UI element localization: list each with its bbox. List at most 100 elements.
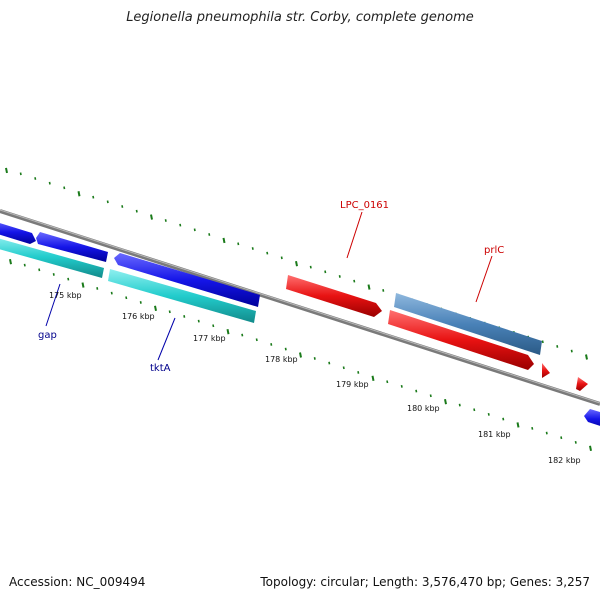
genome-backbone <box>0 209 600 406</box>
lower-minor-tick <box>197 319 200 323</box>
gene-label-gap[interactable]: gap <box>38 330 57 341</box>
lower-major-tick <box>299 352 302 358</box>
upper-minor-tick <box>164 219 167 222</box>
lower-minor-tick <box>502 417 505 421</box>
scale-label: 176 kbp <box>122 312 155 321</box>
gene-feature-blue[interactable] <box>114 253 260 307</box>
lower-minor-tick <box>531 426 534 430</box>
scale-label: 177 kbp <box>193 334 226 343</box>
lower-minor-tick <box>342 366 345 370</box>
lower-minor-tick <box>125 296 128 300</box>
gap-leader <box>45 283 61 327</box>
LPC_0161-leader <box>346 211 363 259</box>
lower-major-tick <box>9 259 12 265</box>
genome-backbone-highlight <box>0 209 600 404</box>
lower-minor-tick <box>487 412 490 416</box>
upper-minor-tick <box>106 200 109 204</box>
gene-feature-blue[interactable] <box>36 232 108 262</box>
lower-minor-tick <box>284 347 287 351</box>
upper-major-tick <box>367 284 371 290</box>
lower-minor-tick <box>429 394 432 398</box>
upper-major-tick <box>5 167 8 174</box>
upper-major-tick <box>585 354 588 360</box>
lower-minor-tick <box>96 287 99 290</box>
upper-minor-tick <box>34 177 37 180</box>
lower-minor-tick <box>168 310 171 314</box>
upper-minor-tick <box>570 349 573 353</box>
lower-major-tick <box>444 398 447 405</box>
gene-feature-red[interactable] <box>388 310 534 370</box>
lower-major-tick <box>371 375 375 382</box>
tktA-leader <box>157 317 176 361</box>
upper-major-tick <box>295 261 298 267</box>
gene-label-prlC[interactable]: prlC <box>484 245 504 256</box>
gene-feature-cyan[interactable] <box>0 236 104 278</box>
upper-major-tick <box>222 237 226 244</box>
gene-feature-red[interactable] <box>286 275 382 317</box>
upper-minor-tick <box>382 289 385 292</box>
lower-tick-row <box>9 259 592 451</box>
upper-minor-tick <box>280 256 283 260</box>
genome-summary-text: Topology: circular; Length: 3,576,470 bp… <box>260 575 590 589</box>
lower-minor-tick <box>241 333 244 337</box>
lower-major-tick <box>154 305 157 312</box>
scale-label: 182 kbp <box>548 456 581 465</box>
lower-minor-tick <box>574 440 577 444</box>
lower-minor-tick <box>139 301 142 304</box>
lower-minor-tick <box>473 408 476 412</box>
upper-minor-tick <box>556 345 559 348</box>
upper-minor-tick <box>121 205 124 208</box>
upper-major-tick <box>150 214 153 220</box>
upper-minor-tick <box>237 242 240 246</box>
lower-major-tick <box>226 328 230 335</box>
lower-minor-tick <box>67 277 70 281</box>
scale-label: 181 kbp <box>478 430 511 439</box>
upper-minor-tick <box>309 265 312 269</box>
lower-minor-tick <box>357 370 360 374</box>
upper-minor-tick <box>208 233 211 236</box>
upper-minor-tick <box>193 228 196 232</box>
upper-minor-tick <box>324 270 327 274</box>
gene-feature-cyan[interactable] <box>108 269 256 323</box>
scale-label: 178 kbp <box>265 355 298 364</box>
upper-minor-tick <box>135 209 138 213</box>
lower-minor-tick <box>313 357 316 360</box>
gene-feature-steel[interactable] <box>394 293 542 355</box>
upper-minor-tick <box>179 223 182 227</box>
gene-feature-blue[interactable] <box>584 409 600 429</box>
lower-minor-tick <box>545 431 548 435</box>
upper-minor-tick <box>541 340 544 344</box>
scale-label: 180 kbp <box>407 404 440 413</box>
lower-minor-tick <box>328 361 331 365</box>
lower-minor-tick <box>212 324 215 328</box>
upper-minor-tick <box>266 251 269 255</box>
lower-minor-tick <box>183 315 186 318</box>
gene-feature-red[interactable] <box>542 363 550 378</box>
upper-minor-tick <box>251 247 254 250</box>
lower-major-tick <box>589 445 592 451</box>
upper-major-tick <box>77 191 81 197</box>
gene-label-tktA[interactable]: tktA <box>150 363 171 374</box>
lower-minor-tick <box>386 380 389 384</box>
lower-minor-tick <box>38 268 41 272</box>
upper-minor-tick <box>92 195 95 199</box>
gene-feature-red[interactable] <box>576 377 588 391</box>
lower-major-tick <box>81 282 85 288</box>
scale-label: 175 kbp <box>49 291 82 300</box>
lower-minor-tick <box>458 403 461 407</box>
upper-minor-tick <box>48 181 51 185</box>
lower-minor-tick <box>400 384 403 388</box>
gene-feature-blue[interactable] <box>0 220 36 244</box>
lower-minor-tick <box>110 291 113 295</box>
accession-text: Accession: NC_009494 <box>9 575 146 589</box>
gene-label-LPC_0161[interactable]: LPC_0161 <box>340 200 389 211</box>
prlC-leader <box>475 255 493 303</box>
map-title: Legionella pneumophila str. Corby, compl… <box>126 10 474 25</box>
gene-track <box>0 220 600 429</box>
lower-major-tick <box>516 422 520 428</box>
scale-label: 179 kbp <box>336 380 369 389</box>
lower-minor-tick <box>255 338 258 342</box>
upper-minor-tick <box>63 186 66 190</box>
upper-minor-tick <box>19 172 22 176</box>
